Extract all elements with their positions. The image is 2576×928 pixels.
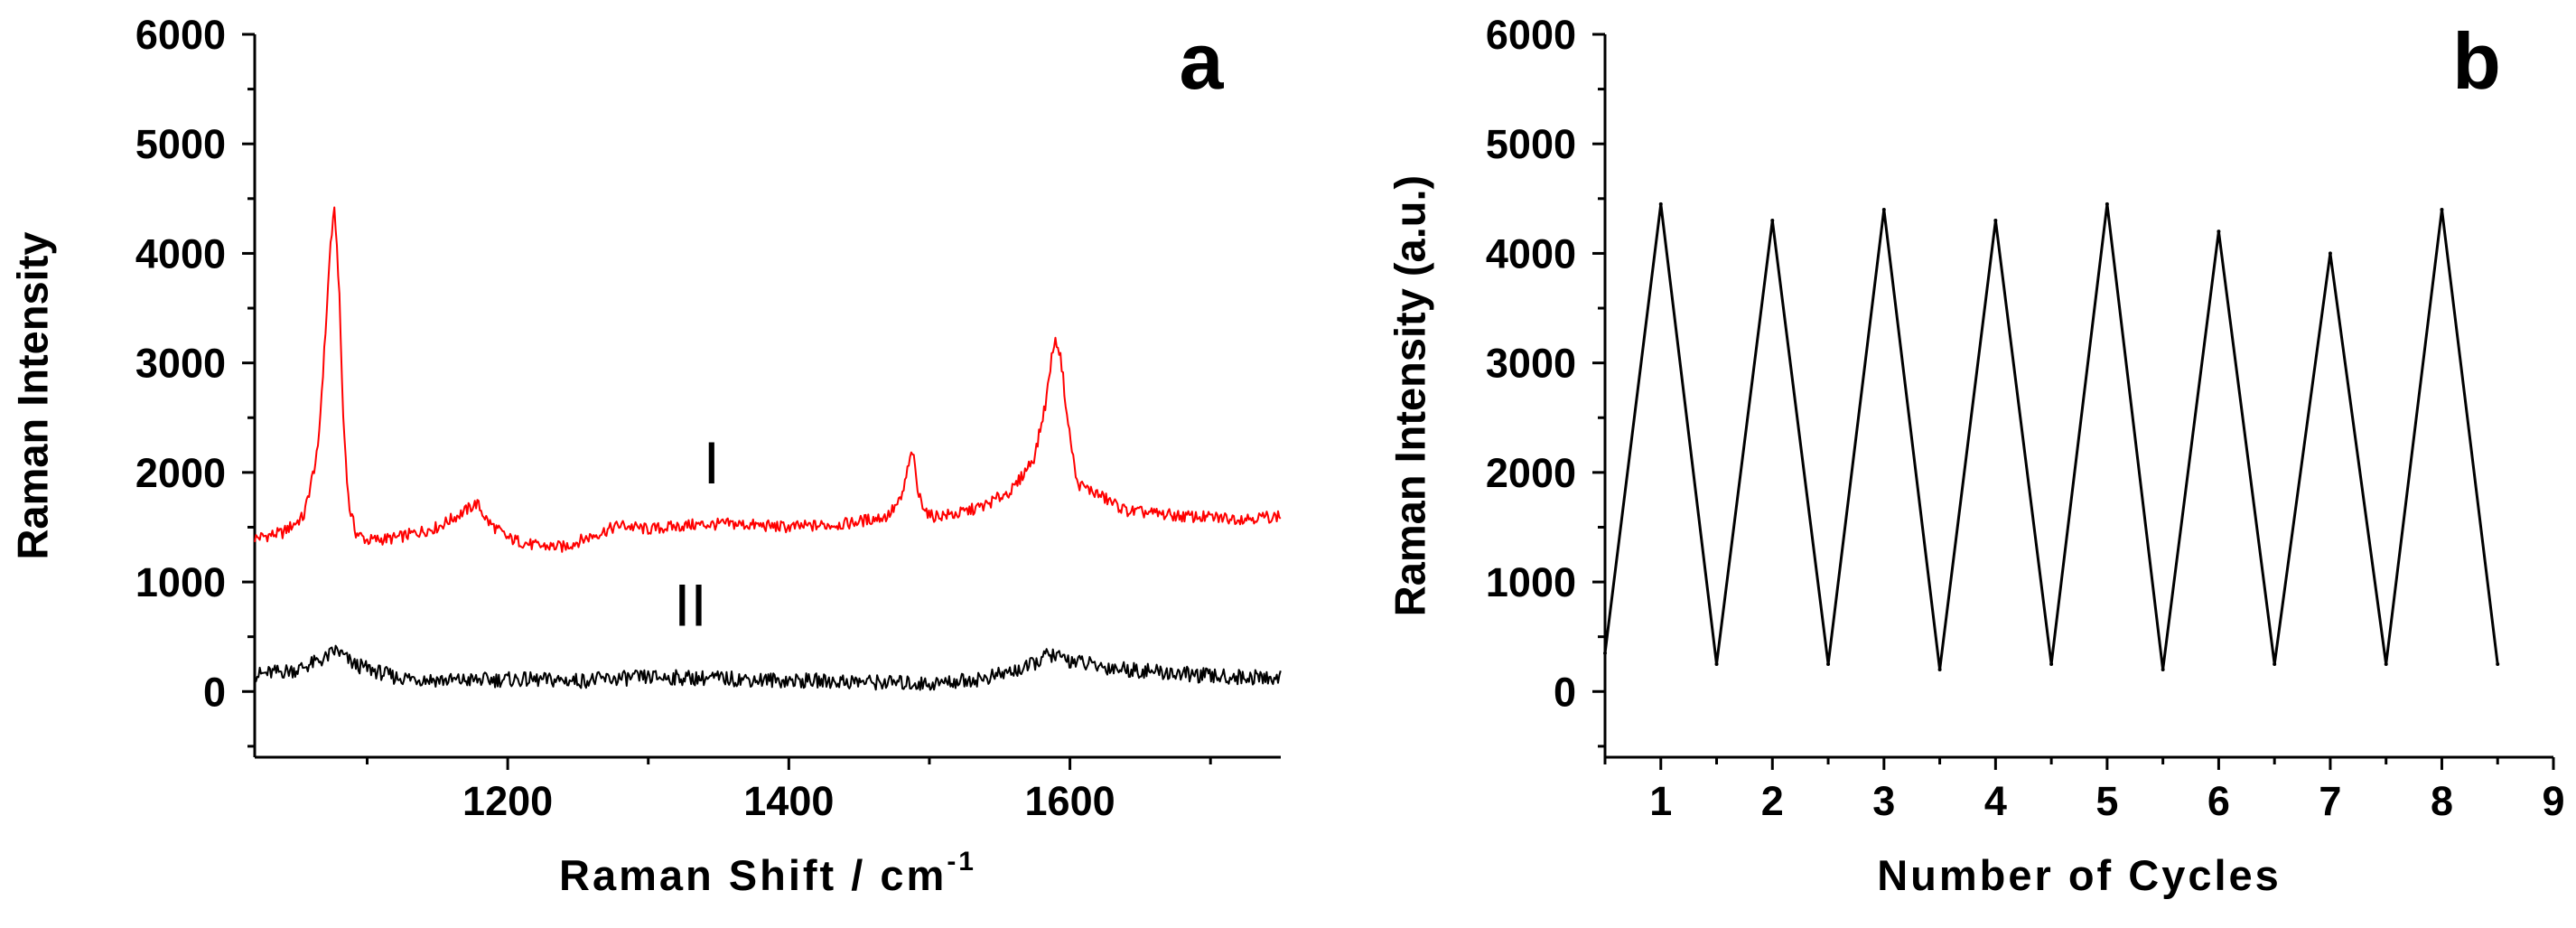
data-point [1881, 207, 1886, 211]
x-tick-label: 3 [1872, 778, 1895, 824]
y-tick-label: 3000 [135, 341, 226, 387]
series-line-II [254, 644, 1282, 691]
y-tick-label: 5000 [1486, 121, 1576, 167]
y-tick-label: 6000 [135, 12, 226, 58]
y-tick-label: 1000 [1486, 559, 1576, 605]
panel-label-b: b [2452, 16, 2501, 106]
y-tick-label: 4000 [135, 230, 226, 277]
x-axis-title: Raman Shift / cm-1 [559, 847, 976, 899]
x-tick-label: 6 [2207, 778, 2230, 824]
data-point [1770, 219, 1775, 223]
x-axis-title-superscript: -1 [947, 847, 976, 876]
data-point [2049, 661, 2054, 666]
data-point [2273, 661, 2277, 666]
x-axis-title: Number of Cycles [1877, 851, 2282, 899]
data-point [1658, 202, 1663, 206]
x-tick-label: 1200 [462, 778, 553, 824]
y-tick-label: 2000 [1486, 450, 1576, 496]
data-point [1937, 668, 1942, 672]
data-point [2384, 661, 2388, 666]
y-tick-label: 5000 [135, 121, 226, 167]
data-point [1714, 661, 1719, 666]
x-tick-label: 5 [2095, 778, 2118, 824]
data-point [2496, 661, 2500, 666]
x-axis-title-text: Raman Shift / cm [559, 851, 947, 899]
y-tick-label: 1000 [135, 559, 226, 605]
x-tick-label: 9 [2542, 778, 2564, 824]
data-point [2105, 202, 2109, 206]
x-tick-label: 1600 [1025, 778, 1115, 824]
x-axis-title-text: Number of Cycles [1877, 851, 2282, 899]
x-tick-label: 1 [1649, 778, 1672, 824]
x-tick-label: 1400 [743, 778, 834, 824]
x-tick-label: 2 [1761, 778, 1784, 824]
curve-label-II: II [674, 572, 707, 639]
data-point [1826, 661, 1831, 666]
y-axis-title: Raman Intensity (a.u.) [1386, 175, 1433, 616]
data-point [1993, 219, 1998, 223]
y-tick-label: 2000 [135, 450, 226, 496]
curve-label-I: I [704, 429, 720, 496]
panel-label-a: a [1180, 16, 1225, 106]
y-axis-title: Raman Intensity [8, 231, 56, 559]
chart-panel-a: 0 1000 2000 3000 4000 5000 6000 1200 1400 1600 Ram… [8, 12, 1282, 899]
data-point [1603, 651, 1607, 655]
data-point [2440, 207, 2444, 211]
y-tick-label: 4000 [1486, 230, 1576, 277]
y-tick-label: 0 [203, 669, 226, 715]
x-tick-label: 7 [2319, 778, 2341, 824]
series-line-cycles [1603, 202, 2499, 671]
data-point [2217, 230, 2221, 234]
series-line-I [254, 206, 1282, 553]
x-tick-label: 8 [2431, 778, 2453, 824]
data-point [2161, 668, 2165, 672]
x-tick-label: 4 [1984, 778, 2007, 824]
y-tick-label: 3000 [1486, 341, 1576, 387]
chart-panel-b: 0 1000 2000 3000 4000 5000 6000 1 2 3 4 5 6 7 8 9 Raman … [1386, 12, 2564, 899]
y-tick-label: 0 [1554, 669, 1576, 715]
y-tick-label: 6000 [1486, 12, 1576, 58]
data-point [2328, 251, 2332, 256]
